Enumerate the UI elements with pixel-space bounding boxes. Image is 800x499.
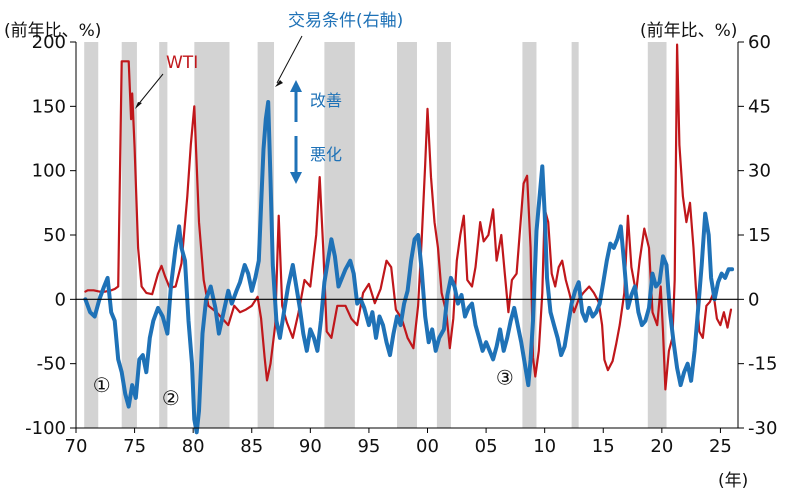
series-layer (83, 43, 735, 435)
improve-label: 改善 (310, 91, 342, 110)
x-tick-label: 85 (240, 436, 263, 457)
x-tick-label: 05 (475, 436, 498, 457)
worsen-arrow-head (290, 172, 302, 184)
circled-annotation: ② (162, 386, 180, 410)
right-tick-label: 45 (748, 96, 771, 117)
annotations: (前年比、%) (前年比、%) (年) WTI 交易条件(右軸) 改善 悪化 ①… (4, 11, 748, 491)
x-axis-unit: (年) (718, 471, 748, 491)
series-line-terms-of-trade (83, 100, 735, 435)
wti-callout-arrowhead (135, 102, 142, 109)
left-tick-label: -100 (25, 418, 66, 439)
recession-band (647, 42, 667, 428)
right-tick-label: -15 (748, 354, 777, 375)
left-tick-label: -50 (37, 354, 66, 375)
recession-band (159, 42, 168, 428)
right-axis-unit: (前年比、%) (640, 21, 737, 41)
right-tick-label: 15 (748, 225, 771, 246)
x-tick-label: 25 (709, 436, 732, 457)
x-tick-label: 80 (182, 436, 205, 457)
right-tick-label: 60 (748, 32, 771, 53)
recession-band (436, 42, 451, 428)
series-line-wti (84, 43, 733, 391)
tot-callout-line (276, 35, 303, 84)
x-tick-label: 20 (650, 436, 673, 457)
circled-annotation: ① (93, 373, 111, 397)
improve-arrow-head (290, 80, 302, 92)
recession-shading (84, 42, 667, 428)
left-tick-label: 0 (55, 289, 66, 310)
recession-band (571, 42, 579, 428)
left-tick-label: 150 (32, 96, 66, 117)
wti-series-label: WTI (166, 53, 198, 73)
x-tick-label: 10 (533, 436, 556, 457)
recession-band (84, 42, 99, 428)
left-tick-label: 100 (32, 161, 66, 182)
recession-band (397, 42, 417, 428)
x-tick-label: 00 (416, 436, 439, 457)
left-tick-label: 50 (43, 225, 66, 246)
left-tick-label: 200 (32, 32, 66, 53)
wti-callout-line (136, 73, 164, 107)
left-axis-unit: (前年比、%) (4, 21, 101, 41)
x-tick-label: 75 (123, 436, 146, 457)
circled-annotation: ③ (496, 365, 514, 389)
right-tick-label: 30 (748, 161, 771, 182)
x-tick-label: 15 (592, 436, 615, 457)
recession-band (324, 42, 355, 428)
right-tick-label: 0 (748, 289, 759, 310)
tot-series-label: 交易条件(右軸) (288, 11, 403, 31)
x-tick-label: 90 (299, 436, 322, 457)
tot-callout-arrowhead (275, 80, 283, 87)
right-tick-label: -30 (748, 418, 777, 439)
x-tick-label: 70 (65, 436, 88, 457)
worsen-label: 悪化 (310, 145, 342, 164)
x-tick-label: 95 (357, 436, 380, 457)
